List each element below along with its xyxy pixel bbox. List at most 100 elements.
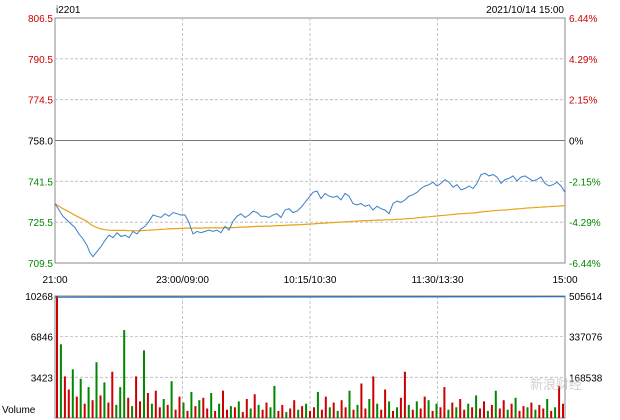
- volume-bar: [558, 385, 561, 418]
- price-tick-label: 774.5: [28, 96, 53, 107]
- volume-bar: [222, 390, 224, 418]
- volume-bar: [427, 400, 430, 418]
- volume-bar: [206, 408, 209, 418]
- volume-bar: [269, 407, 272, 418]
- volume-bar: [202, 397, 205, 418]
- volume-bar: [562, 403, 564, 418]
- volume-bar: [237, 401, 240, 418]
- percent-tick-label: -2.15%: [569, 177, 601, 188]
- open-interest-axis-right: 505614 337076 168538: [569, 292, 603, 384]
- volume-bar: [309, 410, 311, 418]
- volume-bar: [265, 402, 268, 418]
- volume-bar: [471, 407, 474, 418]
- volume-bar: [336, 410, 339, 418]
- volume-bar: [277, 410, 280, 418]
- volume-bar: [241, 412, 244, 418]
- volume-bar: [131, 406, 134, 418]
- volume-bar: [289, 408, 292, 418]
- volume-bar: [364, 408, 367, 418]
- time-tick-label: 21:00: [42, 275, 67, 286]
- price-tick-label: 709.5: [28, 259, 53, 270]
- volume-bar: [63, 376, 66, 418]
- volume-bar: [435, 403, 438, 418]
- volume-bar: [146, 393, 149, 418]
- volume-bar: [119, 387, 122, 418]
- volume-bar: [75, 396, 78, 418]
- volume-bar: [59, 344, 62, 418]
- volume-bar: [392, 410, 394, 418]
- volume-bar: [403, 371, 406, 418]
- percent-tick-label: 6.44%: [569, 14, 597, 25]
- volume-bar: [56, 296, 58, 418]
- volume-bar: [139, 401, 141, 418]
- volume-bar: [198, 400, 201, 418]
- volume-bar: [210, 393, 213, 418]
- price-axis-left: 806.5 790.5 774.5 758.0 741.5 725.5 709.5: [28, 14, 53, 270]
- volume-bar: [190, 391, 193, 418]
- volume-bar: [170, 381, 173, 418]
- volume-bar: [368, 399, 371, 418]
- price-tick-label: 806.5: [28, 14, 53, 25]
- volume-bar: [514, 397, 517, 418]
- volume-bar: [399, 397, 402, 418]
- volume-bar: [214, 410, 217, 418]
- time-tick-label: 15:00: [552, 275, 577, 286]
- volume-bar: [261, 409, 264, 418]
- volume-bar: [162, 399, 165, 418]
- volume-bar: [218, 403, 221, 418]
- volume-bar: [411, 409, 414, 418]
- volume-bar: [526, 407, 529, 418]
- open-interest-tick-label: 168538: [569, 373, 603, 384]
- volume-bar: [305, 403, 308, 418]
- volume-bar: [99, 395, 102, 418]
- volume-bar: [483, 401, 485, 418]
- time-axis: 21:00 23:00/09:00 10:15/10:30 11:30/13:30 15…: [42, 275, 577, 286]
- volume-bar: [360, 383, 363, 418]
- percent-tick-label: 2.15%: [569, 96, 597, 107]
- volume-bar: [229, 406, 232, 418]
- time-tick-label: 23:00/09:00: [156, 275, 209, 286]
- volume-bar: [510, 403, 513, 418]
- volume-bar: [396, 407, 398, 418]
- watermark: 新浪财经: [530, 377, 582, 393]
- volume-bar: [352, 409, 355, 418]
- volume-bar: [320, 409, 323, 418]
- volume-bar: [313, 407, 315, 418]
- price-tick-label: 725.5: [28, 218, 53, 229]
- volume-bar: [95, 362, 98, 418]
- volume-bar: [372, 376, 375, 418]
- symbol-label: i2201: [56, 5, 81, 16]
- volume-bar: [479, 408, 481, 418]
- volume-bar: [182, 402, 185, 418]
- volume-bar: [293, 400, 296, 418]
- volume-bar: [166, 404, 169, 418]
- volume-bar: [348, 390, 351, 418]
- volume-bar: [285, 412, 288, 418]
- percent-axis-right: 6.44% 4.29% 2.15% 0% -2.15% -4.29% -6.44%: [569, 14, 601, 270]
- volume-bar: [530, 402, 533, 418]
- volume-bar: [154, 390, 157, 418]
- volume-bar: [467, 403, 470, 418]
- volume-bar: [415, 401, 418, 418]
- volume-bar: [439, 407, 442, 418]
- volume-bar: [178, 396, 181, 418]
- volume-bar: [253, 394, 256, 418]
- volume-bar: [194, 406, 197, 418]
- volume-bar: [550, 410, 553, 418]
- volume-bar: [534, 409, 537, 418]
- percent-tick-label: 4.29%: [569, 55, 597, 66]
- volume-bar: [297, 409, 300, 418]
- volume-bar: [111, 371, 114, 418]
- volume-bar: [546, 399, 549, 418]
- volume-bar: [143, 350, 145, 418]
- volume-bar: [380, 409, 383, 418]
- price-tick-label: 741.5: [28, 177, 53, 188]
- volume-label: Volume: [2, 405, 36, 416]
- volume-bar: [344, 407, 347, 418]
- volume-bar: [245, 399, 248, 418]
- volume-tick-label: 3423: [31, 373, 54, 384]
- volume-bars: [56, 296, 564, 418]
- volume-bar: [328, 407, 331, 418]
- volume-axis-left: 10268 6846 3423: [25, 292, 53, 384]
